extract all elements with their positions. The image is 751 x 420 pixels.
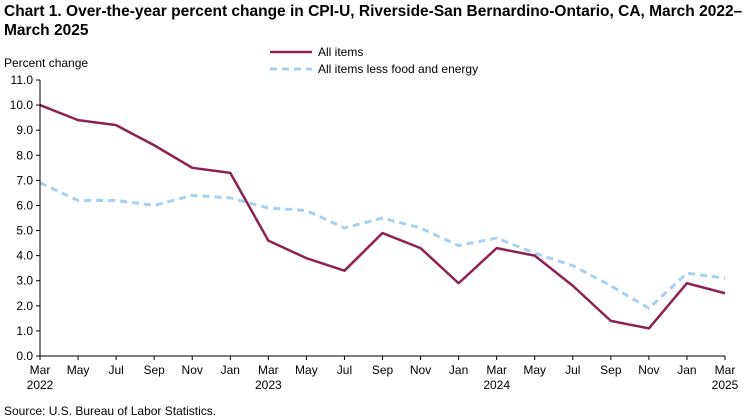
y-axis-label: Percent change — [4, 56, 88, 70]
legend: All items All items less food and energy — [270, 45, 478, 76]
x-tick-label: Nov — [410, 363, 431, 377]
x-tick-label: Jan — [677, 363, 696, 377]
x-year-label: 2024 — [483, 378, 510, 392]
x-tick-label: Jul — [337, 363, 352, 377]
y-tick-label: 5.0 — [16, 224, 33, 238]
y-tick-label: 11.0 — [11, 73, 34, 87]
x-tick-label: Jan — [221, 363, 240, 377]
chart-title: Chart 1. Over-the-year percent change in… — [4, 3, 743, 39]
x-tick-label: Mar — [30, 363, 51, 377]
series-line-less-food-energy — [39, 181, 726, 310]
series-lines — [39, 103, 726, 330]
x-tick-label: Jan — [449, 363, 468, 377]
x-year-label: 2023 — [255, 378, 282, 392]
y-tick-label: 8.0 — [16, 148, 33, 162]
legend-label: All items less food and energy — [318, 62, 478, 76]
y-tick-label: 6.0 — [16, 198, 33, 212]
x-year-label: 2025 — [712, 378, 739, 392]
x-tick-label: May — [67, 363, 90, 377]
y-tick-label: 10.0 — [10, 98, 34, 112]
legend-label: All items — [318, 45, 363, 59]
x-tick-label: Nov — [182, 363, 203, 377]
y-tick-label: 9.0 — [16, 123, 33, 137]
x-tick-label: Nov — [638, 363, 659, 377]
x-tick-label: May — [295, 363, 318, 377]
y-axis-ticks: 0.0 1.0 2.0 3.0 4.0 5.0 6.0 7.0 8.0 9.0 10.0 11.0 — [10, 73, 40, 363]
x-tick-label: Mar — [258, 363, 279, 377]
x-tick-label: Jul — [108, 363, 123, 377]
x-tick-label: Mar — [486, 363, 507, 377]
x-axis-ticks: Mar May Jul Sep Nov Jan Mar May Jul Sep Nov Jan Mar M… — [27, 356, 739, 392]
y-tick-label: 0.0 — [16, 349, 33, 363]
y-tick-label: 3.0 — [16, 274, 33, 288]
y-tick-label: 4.0 — [16, 249, 33, 263]
x-tick-label: Sep — [372, 363, 394, 377]
x-tick-label: Sep — [600, 363, 622, 377]
y-tick-label: 1.0 — [16, 324, 33, 338]
source-note: Source: U.S. Bureau of Labor Statistics. — [4, 404, 216, 418]
x-tick-label: Jul — [565, 363, 580, 377]
y-tick-label: 7.0 — [16, 173, 33, 187]
x-tick-label: Sep — [143, 363, 165, 377]
x-year-label: 2022 — [27, 378, 54, 392]
x-tick-label: May — [523, 363, 546, 377]
x-tick-label: Mar — [715, 363, 736, 377]
y-tick-label: 2.0 — [16, 299, 33, 313]
